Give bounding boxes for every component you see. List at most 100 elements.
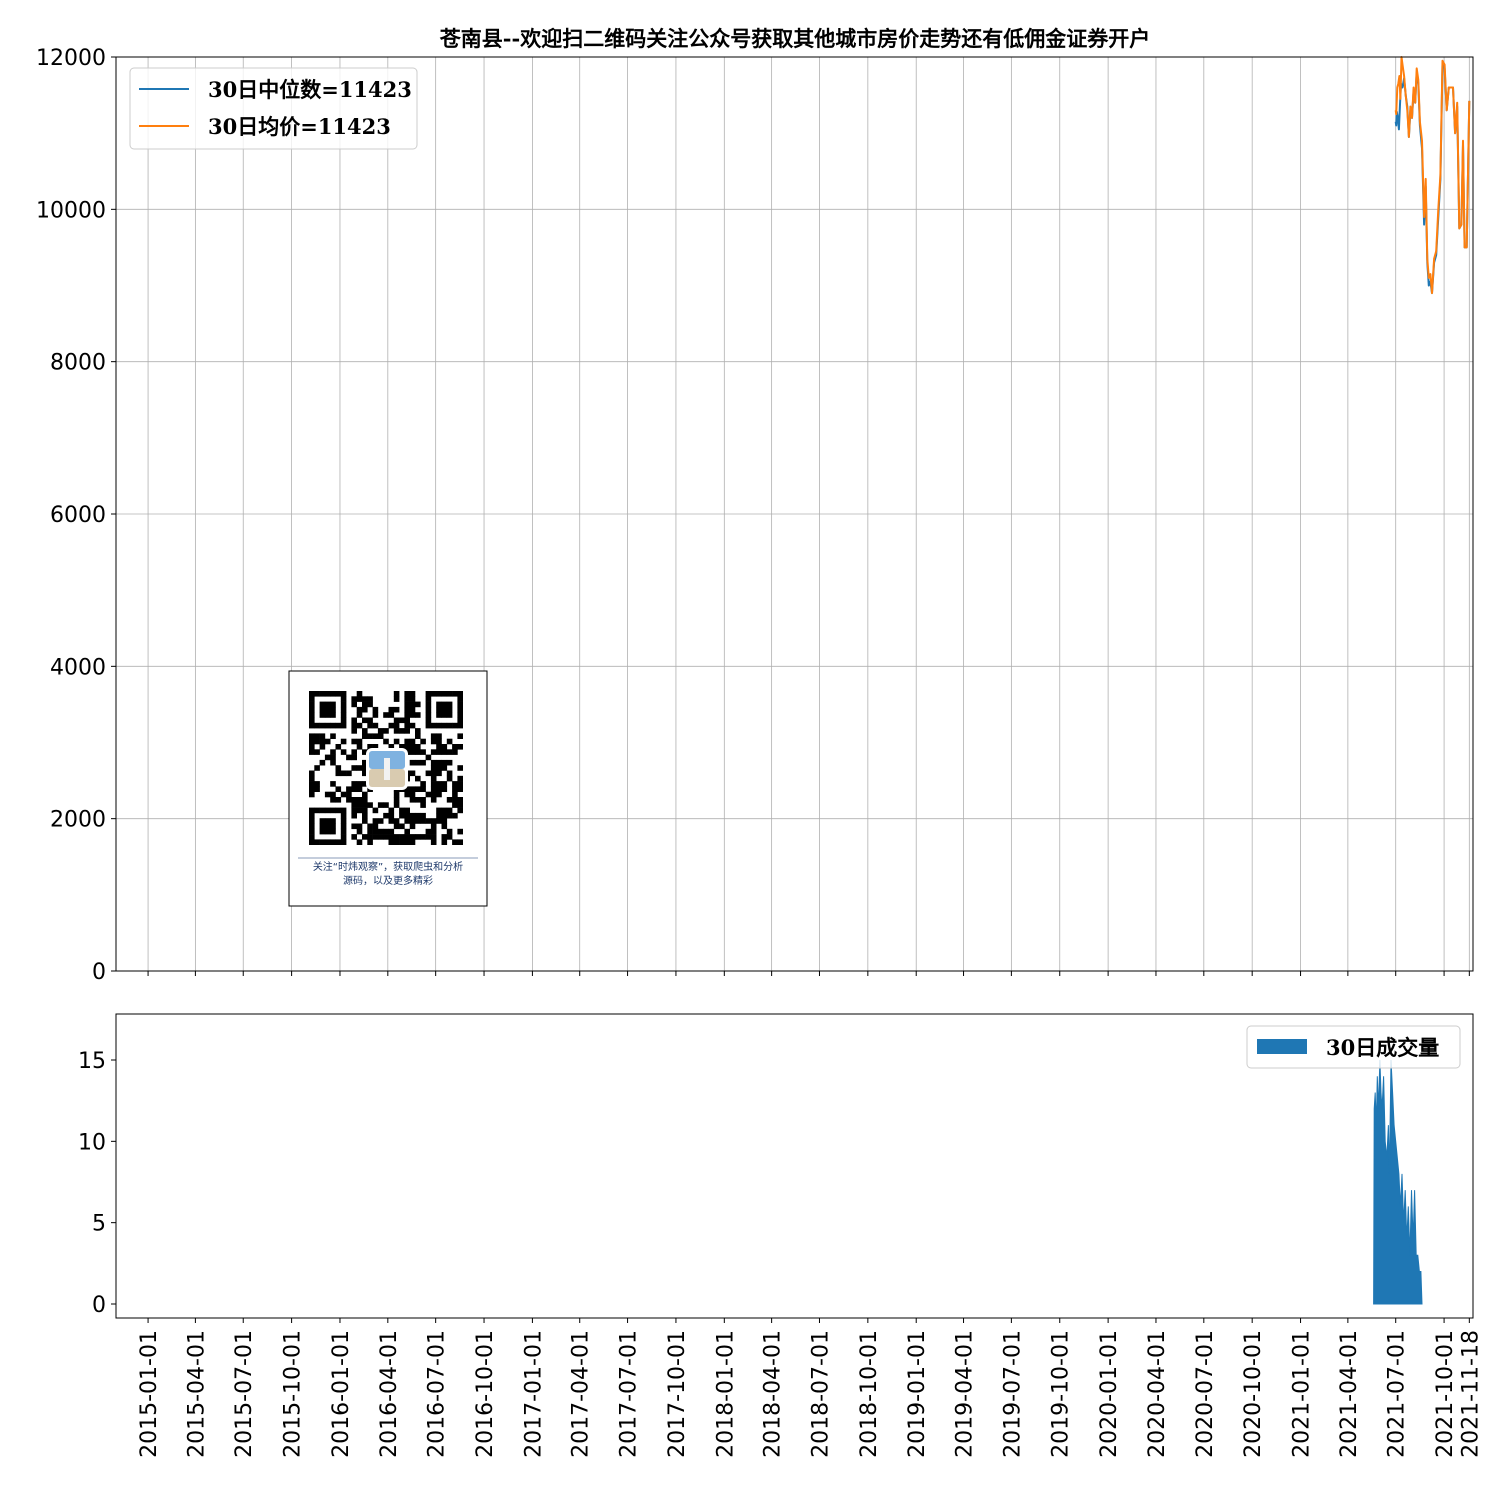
qr-module	[409, 691, 416, 697]
qr-module	[436, 749, 442, 755]
qr-module	[351, 722, 357, 729]
qr-module	[356, 781, 363, 787]
qr-module	[335, 770, 342, 777]
qr-module	[446, 797, 453, 803]
qr-module	[430, 691, 437, 697]
qr-module	[457, 691, 463, 697]
qr-module	[409, 744, 416, 750]
qr-module	[399, 717, 405, 724]
qr-module	[452, 791, 458, 798]
qr-module	[430, 834, 437, 840]
qr-module	[319, 733, 326, 739]
qr-module	[309, 791, 315, 798]
qr-module	[441, 839, 448, 845]
top-y-tick-label: 0	[92, 960, 106, 985]
bottom-x-tick-label: 2015-07-01	[232, 1330, 257, 1458]
qr-module	[383, 738, 389, 745]
qr-module	[436, 733, 442, 739]
qr-module	[367, 696, 373, 702]
qr-module	[330, 712, 336, 718]
qr-module	[388, 812, 395, 819]
top-legend-box	[129, 67, 418, 150]
qr-module	[330, 823, 336, 830]
qr-module	[319, 759, 326, 766]
qr-module	[457, 802, 463, 808]
qr-module	[393, 722, 400, 729]
qr-module	[324, 828, 331, 835]
qr-module	[362, 834, 368, 840]
qr-module	[404, 786, 410, 792]
qr-module	[335, 744, 342, 750]
bottom-x-tick-label: 2015-01-01	[137, 1330, 162, 1458]
qr-module	[356, 738, 363, 745]
qr-module	[457, 744, 463, 750]
qr-module	[340, 770, 347, 777]
qr-module	[324, 807, 331, 814]
qr-module	[309, 691, 315, 697]
qr-module	[446, 812, 453, 819]
qr-module	[372, 706, 379, 713]
qr-module	[362, 706, 368, 713]
qr-module	[393, 823, 400, 830]
qr-module	[425, 791, 432, 798]
qr-module	[436, 770, 442, 777]
qr-module	[362, 696, 368, 702]
qr-module	[436, 781, 442, 787]
qr-module	[441, 759, 448, 766]
qr-module	[409, 770, 416, 777]
top-plot-lines	[1394, 56, 1471, 295]
qr-module	[399, 807, 405, 814]
bottom-x-tick-label: 2016-07-01	[425, 1330, 450, 1458]
qr-module	[372, 733, 379, 739]
qr-module	[409, 706, 416, 713]
qr-module	[356, 828, 363, 835]
qr-module	[393, 791, 400, 798]
qr-module	[351, 786, 357, 792]
bottom-y-ticks: 0 5 10 15	[78, 1049, 116, 1318]
legend-label-mean: 30日均价=11423	[208, 114, 391, 139]
qr-module	[367, 834, 373, 840]
qr-module	[415, 775, 421, 782]
qr-module	[409, 834, 416, 840]
top-y-tick-label: 4000	[50, 655, 106, 680]
qr-module	[340, 738, 347, 745]
qr-module	[446, 770, 453, 777]
qr-module	[356, 765, 363, 771]
qr-module	[404, 712, 410, 718]
qr-module	[314, 722, 320, 729]
bottom-x-tick-label: 2021-04-01	[1337, 1330, 1362, 1458]
qr-module	[441, 823, 448, 830]
qr-module	[324, 722, 331, 729]
bottom-x-tick-label: 2021-10-01	[1433, 1330, 1458, 1458]
qr-module	[436, 759, 442, 766]
qr-module	[314, 839, 320, 845]
qr-module	[335, 691, 342, 697]
qr-module	[452, 812, 458, 819]
qr-module	[436, 722, 442, 729]
qr-module	[340, 818, 347, 824]
qr-module	[425, 712, 432, 718]
qr-module	[356, 696, 363, 702]
qr-module	[388, 828, 395, 835]
qr-module	[420, 802, 426, 808]
qr-module	[457, 717, 463, 724]
qr-module	[441, 744, 448, 750]
qr-module	[356, 807, 363, 814]
qr-module	[362, 802, 368, 808]
qr-module	[346, 791, 352, 798]
qr-module	[441, 712, 448, 718]
qr-module	[393, 797, 400, 803]
qr-module	[356, 744, 363, 750]
qr-module	[420, 786, 426, 792]
qr-module	[409, 839, 416, 845]
qr-module	[404, 722, 410, 729]
qr-module	[324, 818, 331, 824]
qr-module	[430, 770, 437, 777]
qr-module	[314, 749, 320, 755]
qr-module	[404, 706, 410, 713]
qr-module	[309, 770, 315, 777]
qr-module	[425, 722, 432, 729]
qr-module	[351, 738, 357, 745]
qr-module	[409, 791, 416, 798]
qr-module	[335, 765, 342, 771]
